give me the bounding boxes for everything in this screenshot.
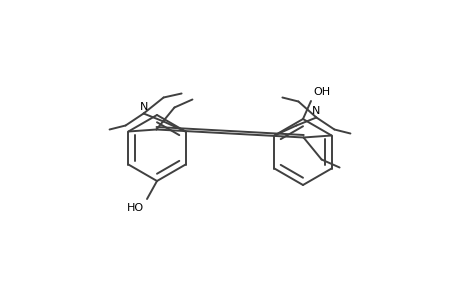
Text: OH: OH: [312, 87, 330, 97]
Text: N: N: [139, 101, 147, 112]
Text: N: N: [312, 106, 320, 116]
Text: HO: HO: [127, 203, 144, 213]
